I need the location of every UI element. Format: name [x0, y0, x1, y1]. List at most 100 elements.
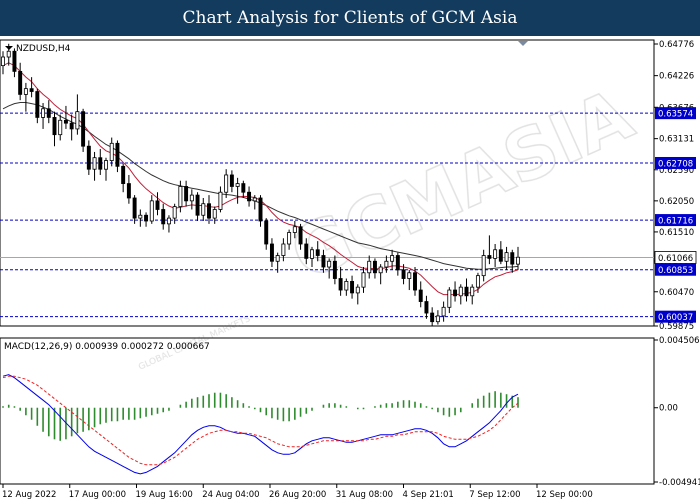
candle-body	[435, 315, 440, 323]
candle-body	[58, 119, 63, 136]
candle-body	[470, 286, 475, 297]
macd-tick-label: 0.004506	[659, 336, 700, 346]
chart-svg[interactable]: GCMASIA GLOBAL CAPITAL MARKETS 0.647760.…	[0, 36, 700, 500]
time-tick-label: 17 Aug 00:00	[69, 490, 126, 500]
candle-body	[144, 214, 149, 222]
candle-body	[344, 281, 349, 291]
candle-body	[46, 108, 51, 118]
chart-banner: Chart Analysis for Clients of GCM Asia	[0, 0, 700, 36]
current-price-box	[654, 251, 697, 264]
time-tick-label: 19 Aug 16:00	[136, 490, 193, 500]
level-label: 0.60037	[658, 313, 693, 323]
candle-body	[29, 88, 34, 92]
candle-body	[413, 272, 417, 291]
candle-body	[395, 255, 400, 271]
candle-body	[252, 197, 257, 202]
time-tick-label: 31 Aug 08:00	[336, 490, 393, 500]
candle-body	[109, 142, 114, 161]
symbol-dropdown-icon[interactable]	[5, 46, 13, 50]
candle-body	[81, 111, 86, 147]
level-label-box	[655, 310, 696, 323]
candle-body	[241, 183, 246, 193]
candle-body	[355, 286, 360, 294]
candle-body	[115, 142, 120, 167]
candle-body	[321, 255, 326, 268]
candle-body	[516, 256, 520, 265]
candle-body	[281, 243, 286, 256]
candle-body	[304, 243, 309, 259]
macd-tick-label: 0.00	[659, 404, 678, 414]
candle-body	[487, 255, 492, 259]
candle-body	[12, 50, 17, 72]
price-tick-label: 0.61510	[659, 228, 694, 238]
candle-body	[275, 255, 280, 262]
time-tick-label: 12 Aug 2022	[2, 490, 56, 500]
candle-body	[424, 301, 429, 314]
candle-body	[447, 289, 452, 308]
candle-body	[384, 260, 389, 268]
macd-layer: 0.004506 0.00 -0.004941 12 Aug 2022 17 Aug 0…	[2, 336, 700, 500]
candle-body	[86, 145, 91, 170]
candle-body	[269, 243, 274, 262]
candle-body	[224, 174, 229, 193]
candle-body	[161, 209, 166, 225]
macd-line	[2, 374, 519, 475]
candle-body	[201, 203, 206, 216]
level-label: 0.62708	[658, 159, 693, 169]
candle-body	[332, 260, 337, 279]
candle-body	[207, 203, 211, 219]
price-tick-label: 0.62050	[659, 197, 694, 207]
candle-body	[310, 249, 314, 259]
candle-body	[172, 206, 177, 219]
candle-body	[504, 252, 509, 262]
price-tick-label: 0.59875	[659, 322, 694, 332]
time-tick-label: 24 Aug 04:00	[202, 490, 259, 500]
candle-body	[155, 200, 160, 210]
candle-body	[430, 312, 435, 323]
candle-body	[418, 289, 423, 302]
candle-body	[235, 183, 240, 187]
candle-body	[350, 281, 355, 294]
level-label-box	[655, 263, 696, 276]
time-tick-label: 4 Sep 21:01	[403, 490, 454, 500]
price-tick-label: 0.64776	[659, 40, 694, 50]
level-label-box	[655, 214, 696, 227]
candle-body	[23, 88, 28, 95]
price-tick-label: 0.64226	[659, 72, 694, 82]
candle-body	[372, 260, 377, 274]
macd-tick-label: -0.004941	[659, 478, 700, 488]
level-label-box	[655, 156, 696, 169]
candle-body	[401, 269, 406, 279]
candle-body	[367, 260, 372, 274]
price-layer: 0.647760.642260.636760.631310.625900.620…	[0, 40, 697, 332]
candle-body	[98, 157, 103, 170]
price-tick-label: 0.63131	[659, 135, 694, 145]
candle-body	[453, 289, 458, 297]
signal-line	[2, 375, 519, 466]
candle-body	[287, 232, 292, 245]
candle-body	[378, 266, 383, 274]
candle-body	[264, 220, 269, 245]
candle-body	[458, 286, 463, 297]
symbol-label: NZDUSD,H4	[16, 44, 71, 54]
candle-body	[218, 191, 223, 210]
price-tick-label: 0.62590	[659, 166, 694, 176]
chart-area[interactable]: GCMASIA GLOBAL CAPITAL MARKETS 0.64776 0.…	[0, 36, 700, 500]
candle-body	[258, 197, 263, 222]
candle-body	[92, 157, 97, 170]
macd-label: MACD(12,26,9) 0.000939 0.000272 0.000667	[4, 342, 210, 352]
candle-body	[464, 286, 469, 297]
candle-body	[132, 197, 137, 219]
time-tick-label: 7 Sep 12:00	[469, 490, 520, 500]
candle-body	[292, 226, 297, 233]
candle-body	[481, 255, 486, 277]
candle-body	[475, 275, 480, 288]
candle-body	[315, 249, 320, 256]
candle-body	[327, 260, 332, 268]
candle-body	[126, 183, 131, 199]
candle-body	[361, 272, 366, 288]
shift-marker-icon[interactable]	[518, 41, 528, 46]
price-panel-frame	[0, 39, 655, 327]
time-tick-label: 26 Aug 20:00	[269, 490, 326, 500]
candle-body	[212, 209, 217, 219]
